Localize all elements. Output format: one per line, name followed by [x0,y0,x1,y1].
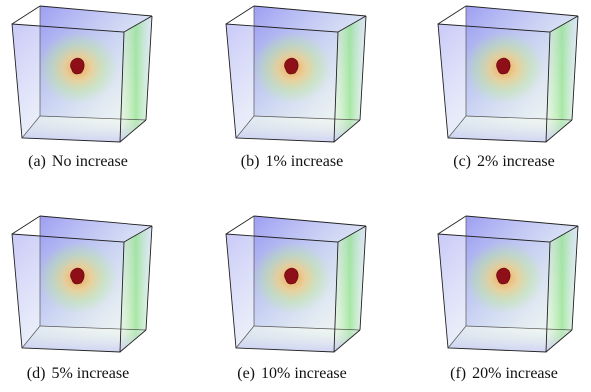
caption: (f) 20% increase [450,365,558,382]
core-blob [71,58,85,74]
cube-edge [12,6,40,24]
caption: (c) 2% increase [453,153,555,170]
caption-label: (a) [28,153,46,170]
core-blob [285,268,299,284]
caption: (a) No increase [28,153,128,170]
caption: (b) 1% increase [241,153,343,170]
caption-text: 2% increase [477,153,555,170]
caption-label: (d) [27,365,46,382]
cube-edge [226,6,254,24]
panel [226,216,366,352]
core-blob [497,58,511,74]
core-blob [285,58,299,74]
core-blob [497,268,511,284]
panel [438,216,578,352]
caption-label: (e) [237,365,255,382]
caption-label: (f) [450,365,466,382]
panel [226,6,366,142]
panel [12,216,152,352]
figure: (a) No increase (b) 1% increase (c) 2% increa… [0,0,591,392]
caption-label: (c) [453,153,471,170]
caption-text: No increase [52,153,128,170]
caption: (d) 5% increase [27,365,129,382]
cube-edge [226,216,254,234]
caption-text: 5% increase [51,365,129,382]
caption-text: 20% increase [472,365,558,382]
panel [438,6,578,142]
cube-edge [438,216,466,234]
panel [12,6,152,142]
cube-edge [12,216,40,234]
caption-text: 1% increase [265,153,343,170]
cube-edge [438,6,466,24]
caption-text: 10% increase [261,365,347,382]
caption: (e) 10% increase [237,365,347,382]
caption-label: (b) [241,153,260,170]
core-blob [71,268,85,284]
